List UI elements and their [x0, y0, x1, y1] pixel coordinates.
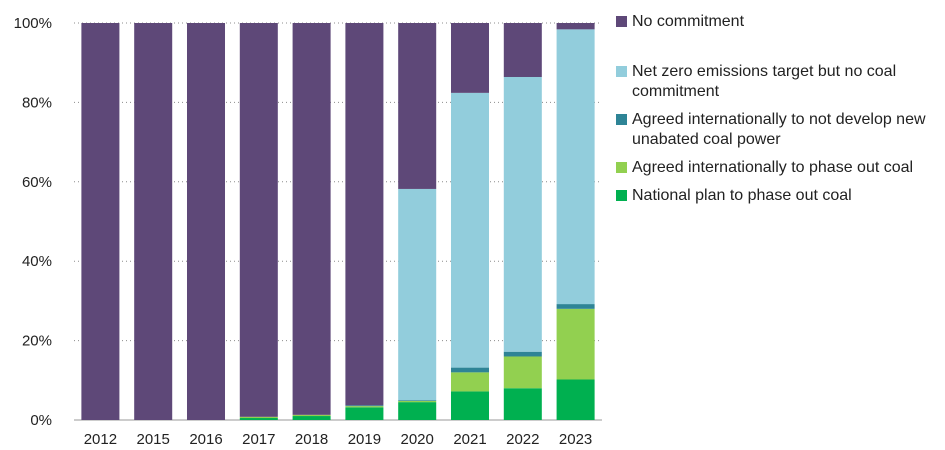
bar-segment — [556, 23, 595, 30]
x-tick-label: 2021 — [453, 431, 486, 448]
x-tick-label: 2012 — [84, 431, 117, 448]
x-tick-label: 2022 — [506, 431, 539, 448]
legend-swatch — [616, 66, 627, 77]
legend-item-no-commitment: No commitment — [616, 12, 936, 32]
bar-segment — [345, 23, 384, 406]
y-tick-label: 80% — [22, 94, 52, 111]
bar-segment — [556, 304, 595, 309]
legend-swatch — [616, 114, 627, 125]
y-axis-ticks: 0% 20% 40% 60% 80% 100% — [14, 15, 52, 429]
x-tick-label: 2017 — [242, 431, 275, 448]
bar-segment — [503, 356, 542, 389]
legend-swatch — [616, 16, 627, 27]
bar-segment — [450, 92, 490, 368]
bar-segment — [292, 416, 331, 420]
bar-segment — [503, 76, 542, 352]
legend-item-national-plan: National plan to phase out coal — [616, 186, 936, 206]
legend: No commitment Net zero emissions target … — [616, 12, 936, 214]
legend-label: Net zero emissions target but no coal co… — [632, 63, 897, 100]
bar-segment — [292, 23, 331, 415]
bar-segment — [556, 379, 595, 420]
bar-segment — [239, 418, 278, 420]
y-tick-label: 20% — [22, 333, 52, 350]
x-tick-label: 2019 — [348, 431, 381, 448]
y-tick-label: 0% — [30, 412, 52, 429]
bar-segment — [398, 188, 437, 401]
x-tick-label: 2018 — [295, 431, 328, 448]
bar-segment — [450, 391, 490, 420]
bar-segment — [398, 400, 437, 403]
legend-item-net-zero: Net zero emissions target but no coal co… — [616, 62, 936, 102]
bar-segment — [556, 29, 595, 305]
bar-segment — [503, 23, 542, 77]
bar-segment — [556, 308, 595, 380]
x-tick-label: 2023 — [559, 431, 592, 448]
legend-swatch — [616, 162, 627, 173]
bar-segment — [345, 407, 384, 420]
bar-segment — [450, 23, 490, 93]
bar-segment — [398, 400, 437, 401]
bar-segment — [186, 23, 226, 420]
x-tick-label: 2016 — [189, 431, 222, 448]
bar-segment — [81, 23, 120, 420]
legend-label: National plan to phase out coal — [632, 187, 852, 204]
bar-segment — [503, 351, 542, 357]
bar-segment — [239, 23, 278, 417]
legend-item-no-new-coal: Agreed internationally to not develop ne… — [616, 110, 936, 150]
bar-segment — [239, 416, 278, 419]
bar-segment — [345, 405, 384, 407]
bar-segment — [398, 23, 437, 189]
legend-label: No commitment — [632, 13, 745, 30]
x-tick-label: 2015 — [137, 431, 170, 448]
legend-item-intl-phase-out: Agreed internationally to phase out coal — [616, 158, 936, 178]
bar-segment — [503, 388, 542, 420]
bar-segment — [450, 367, 490, 373]
bar-segment — [134, 23, 173, 420]
bars — [81, 23, 595, 420]
bar-segment — [292, 414, 331, 417]
y-tick-label: 40% — [22, 253, 52, 270]
bar-segment — [450, 372, 490, 392]
bar-segment — [398, 402, 437, 420]
y-tick-label: 100% — [14, 15, 52, 32]
legend-label: Agreed internationally to phase out coal — [632, 159, 914, 176]
legend-label: Agreed internationally to not develop ne… — [632, 111, 926, 148]
legend-swatch — [616, 190, 627, 201]
x-axis-ticks: 2012 2015 2016 2017 2018 2019 2020 2021 2022 2023 — [84, 431, 593, 448]
bar-segment — [345, 406, 384, 408]
y-tick-label: 60% — [22, 174, 52, 191]
x-tick-label: 2020 — [401, 431, 434, 448]
